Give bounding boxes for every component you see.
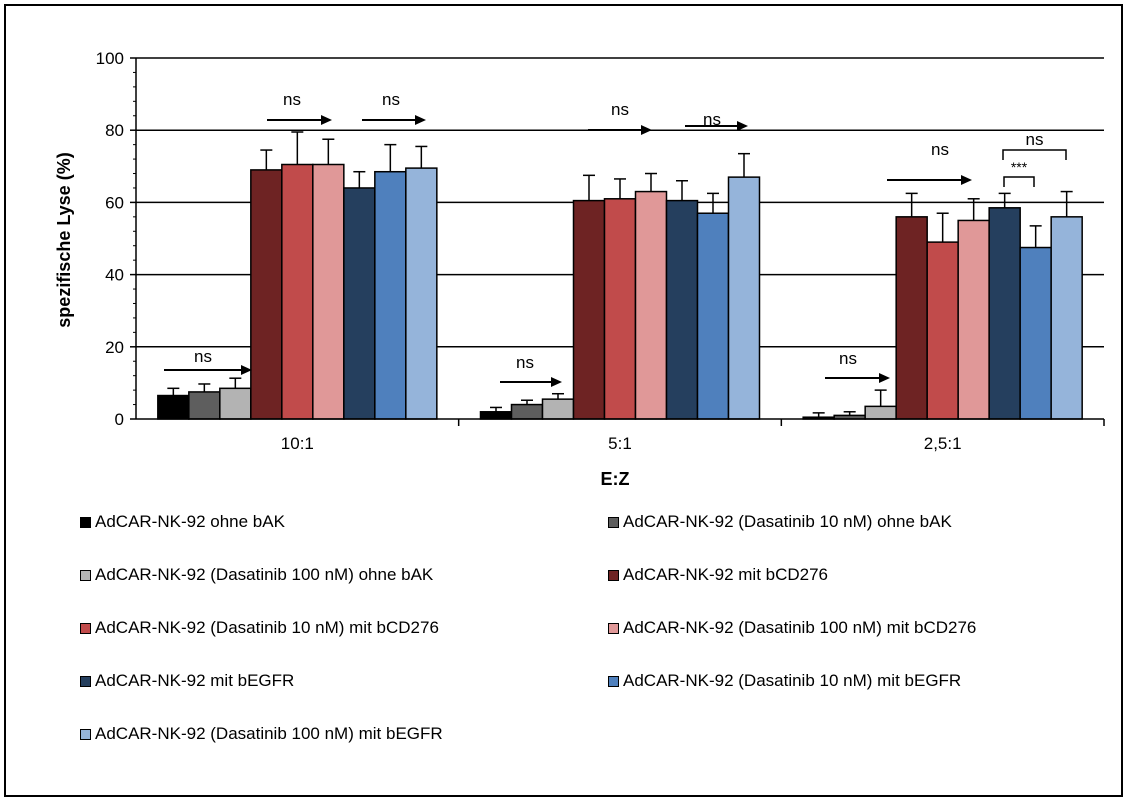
arrow-head <box>241 365 252 375</box>
error-bars <box>167 131 1073 418</box>
legend-swatch <box>80 516 91 528</box>
legend-label: AdCAR-NK-92 ohne bAK <box>95 512 285 531</box>
legend-item: AdCAR-NK-92 (Dasatinib 10 nM) mit bEGFR <box>608 671 961 691</box>
significance-label: ns <box>283 90 301 109</box>
bar <box>727 176 761 420</box>
legend-item: AdCAR-NK-92 (Dasatinib 100 nM) mit bEGFR <box>80 724 443 744</box>
bar <box>312 163 345 420</box>
bar <box>281 163 314 420</box>
arrow-head <box>879 373 890 383</box>
legend-item: AdCAR-NK-92 (Dasatinib 100 nM) mit bCD27… <box>608 618 976 638</box>
bar <box>665 199 699 420</box>
arrow-head <box>415 115 426 125</box>
y-tick-label: 60 <box>105 193 124 212</box>
bar <box>343 187 376 420</box>
bar <box>157 394 190 420</box>
bar <box>957 219 990 420</box>
legend-label: AdCAR-NK-92 mit bCD276 <box>623 565 829 584</box>
x-tick-label: 10:1 <box>281 434 314 453</box>
significance-label: ns <box>703 110 721 129</box>
bar <box>603 198 637 420</box>
y-tick-label: 0 <box>115 410 124 429</box>
legend-swatch <box>608 569 619 581</box>
bar <box>988 207 1021 420</box>
legend-item: AdCAR-NK-92 (Dasatinib 100 nM) ohne bAK <box>80 565 433 585</box>
legend-label: AdCAR-NK-92 (Dasatinib 10 nM) ohne bAK <box>623 512 952 531</box>
arrow-head <box>551 377 562 387</box>
y-tick-label: 20 <box>105 338 124 357</box>
legend-swatch <box>80 728 91 740</box>
significance-label: ns <box>516 353 534 372</box>
significance-label: ns <box>1026 130 1044 149</box>
legend-label: AdCAR-NK-92 (Dasatinib 100 nM) mit bCD27… <box>623 618 977 637</box>
bar <box>479 411 513 420</box>
arrow-head <box>961 175 972 185</box>
axes <box>135 58 1104 420</box>
y-tick-label: 40 <box>105 266 124 285</box>
significance-label: ns <box>839 349 857 368</box>
arrow-head <box>737 121 748 131</box>
significance-label: ns <box>931 140 949 159</box>
significance-label: ns <box>194 347 212 366</box>
bar <box>541 398 575 420</box>
bar <box>188 391 221 420</box>
bar <box>895 216 928 420</box>
bars <box>157 163 1083 420</box>
legend-label: AdCAR-NK-92 (Dasatinib 100 nM) mit bEGFR <box>95 724 443 743</box>
legend-item: AdCAR-NK-92 ohne bAK <box>80 512 285 532</box>
legend-item: AdCAR-NK-92 (Dasatinib 10 nM) ohne bAK <box>608 512 952 532</box>
bracket <box>1002 149 1067 160</box>
significance-label: *** <box>1011 159 1028 175</box>
arrow-head <box>321 115 332 125</box>
bracket <box>1003 176 1035 187</box>
legend-swatch <box>608 622 619 634</box>
legend-item: AdCAR-NK-92 mit bEGFR <box>80 671 294 691</box>
bar <box>510 403 544 420</box>
bar <box>374 170 407 420</box>
legend-swatch <box>608 675 619 687</box>
bar <box>926 241 959 420</box>
bar <box>634 190 668 420</box>
legend-label: AdCAR-NK-92 (Dasatinib 100 nM) ohne bAK <box>95 565 434 584</box>
legend-item: AdCAR-NK-92 (Dasatinib 10 nM) mit bCD276 <box>80 618 439 638</box>
significance-label: ns <box>611 100 629 119</box>
annotations: ns ns ns ns ns ns ns ns *** ns <box>164 90 1067 387</box>
x-tick-label: 2,5:1 <box>924 434 962 453</box>
bar <box>572 199 606 420</box>
ticks: 0 20 40 60 80 100 10:1 5:1 2,5:1 <box>96 49 1105 453</box>
bar <box>696 212 730 420</box>
bar <box>219 387 252 420</box>
y-tick-label: 80 <box>105 121 124 140</box>
x-axis-label: E:Z <box>601 469 630 489</box>
y-tick-label: 100 <box>96 49 124 68</box>
legend-swatch <box>608 516 619 528</box>
legend-item: AdCAR-NK-92 mit bCD276 <box>608 565 828 585</box>
bar <box>1019 246 1052 420</box>
legend-swatch <box>80 569 91 581</box>
y-axis-label: spezifische Lyse (%) <box>54 152 74 327</box>
legend-swatch <box>80 675 91 687</box>
arrow-head <box>641 125 652 135</box>
bar <box>405 167 438 420</box>
bar <box>250 169 283 420</box>
legend-label: AdCAR-NK-92 mit bEGFR <box>95 671 295 690</box>
legend-swatch <box>80 622 91 634</box>
significance-label: ns <box>382 90 400 109</box>
x-tick-label: 5:1 <box>608 434 632 453</box>
legend-label: AdCAR-NK-92 (Dasatinib 10 nM) mit bEGFR <box>623 671 962 690</box>
bar <box>1050 216 1083 420</box>
legend-label: AdCAR-NK-92 (Dasatinib 10 nM) mit bCD276 <box>95 618 439 637</box>
bar <box>864 405 897 420</box>
